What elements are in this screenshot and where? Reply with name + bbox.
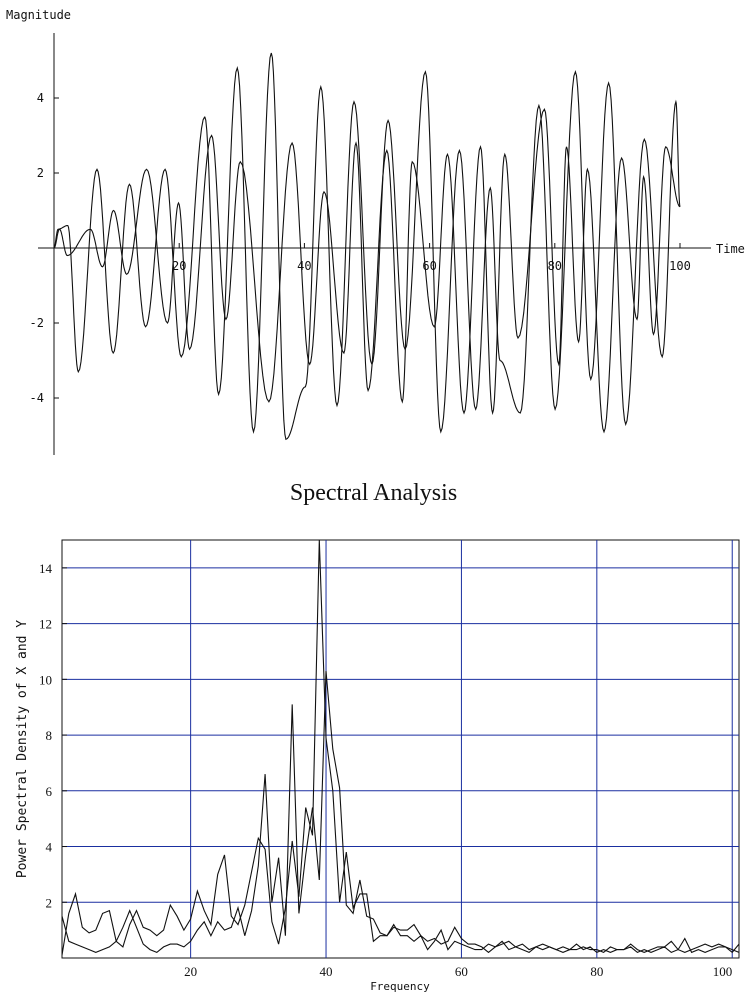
x-axis-label: Time	[716, 242, 745, 256]
y-tick-label: 6	[46, 784, 53, 799]
x-tick-label: 100	[669, 259, 691, 273]
y-tick-label: 10	[39, 672, 52, 687]
spectral-chart: 2 4 6 8 10 12 14 20 40 60 80 100 Power Spectral De…	[15, 539, 740, 993]
y-tick-label: -2	[30, 316, 44, 330]
spectrum-line-1	[61, 539, 740, 956]
x-tick-label: 40	[320, 964, 333, 979]
x-tick-label: 60	[455, 964, 468, 979]
x-tick-label: 20	[172, 259, 186, 273]
y-tick-label: 4	[37, 91, 44, 105]
y-tick-label: 2	[46, 895, 53, 910]
chart-title: Spectral Analysis	[289, 480, 458, 506]
y-axis-label: Magnitude	[6, 8, 71, 22]
plot-area	[61, 539, 740, 959]
series-lines	[53, 52, 681, 441]
y-tick-label: 14	[39, 561, 53, 576]
x-axis-label: Frequency	[370, 980, 430, 993]
x-tick-label: 40	[297, 259, 311, 273]
spectrum-line-2	[61, 670, 740, 954]
x-tick-label: 100	[713, 964, 733, 979]
grid	[62, 540, 739, 958]
x-tick-label: 20	[184, 964, 197, 979]
y-tick-label: 2	[37, 166, 44, 180]
y-tick-label: 8	[46, 728, 53, 743]
y-tick-label: 12	[39, 617, 52, 632]
series-lines	[61, 539, 740, 956]
series-line-1	[53, 52, 681, 441]
x-ticks: 20 40 60 80 100	[184, 964, 732, 979]
y-ticks: 2 4 6 8 10 12 14	[39, 561, 67, 910]
y-ticks: -4 -2 2 4	[30, 91, 59, 405]
x-tick-label: 80	[590, 964, 603, 979]
y-tick-label: 4	[46, 840, 53, 855]
time-series-chart: Magnitude Time -4-224 20 40 60 80 100	[6, 8, 745, 455]
y-tick-label: -4	[30, 391, 44, 405]
y-axis-label: Power Spectral Density of X and Y	[15, 620, 30, 878]
series-line-2	[53, 108, 681, 434]
x-tick-label: 80	[548, 259, 562, 273]
